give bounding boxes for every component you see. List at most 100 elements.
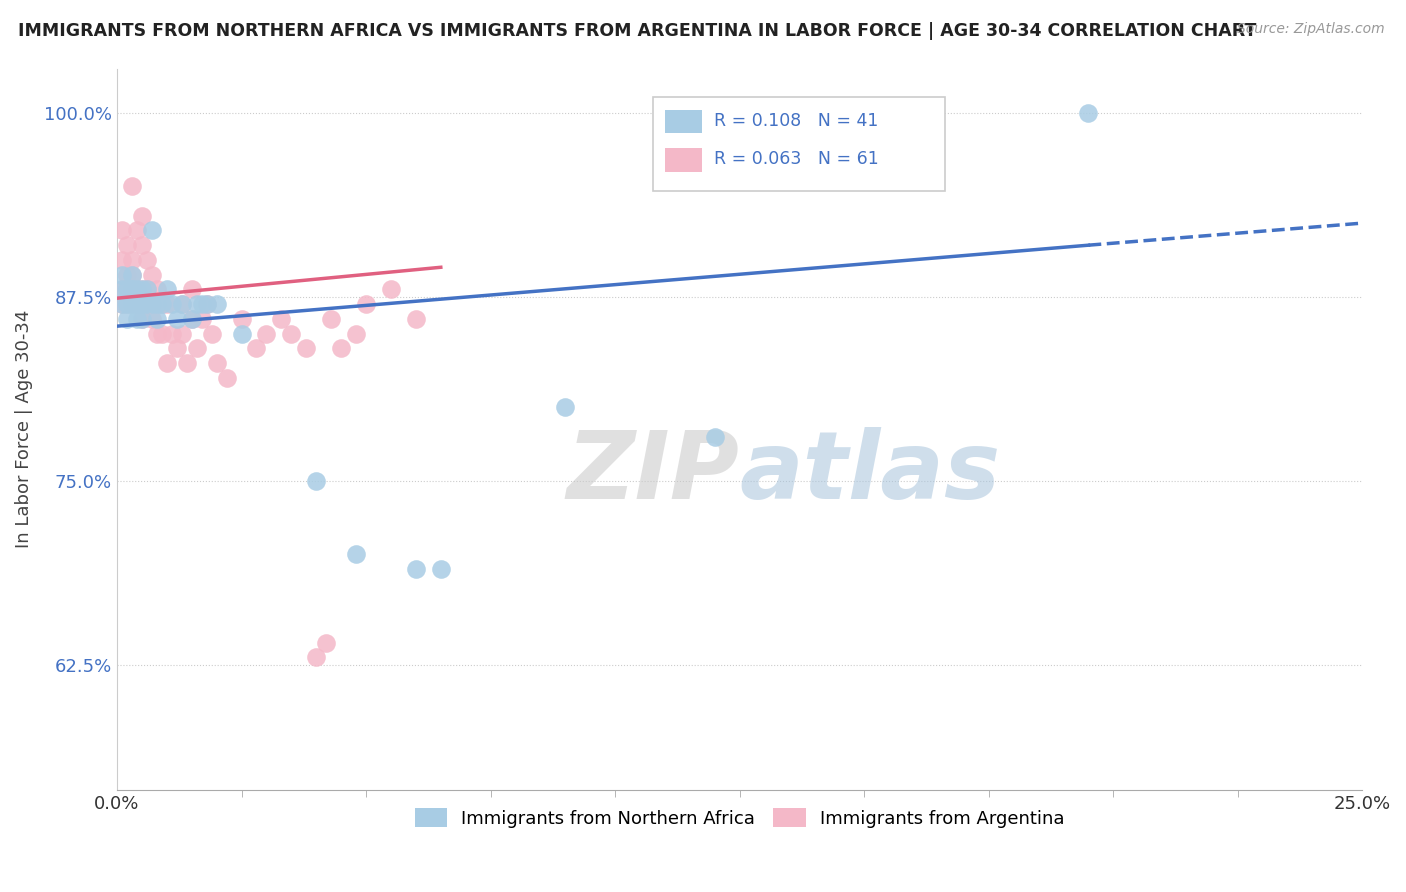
- Point: [121, 297, 143, 311]
- Point: [125, 297, 148, 311]
- Text: IMMIGRANTS FROM NORTHERN AFRICA VS IMMIGRANTS FROM ARGENTINA IN LABOR FORCE | AG: IMMIGRANTS FROM NORTHERN AFRICA VS IMMIG…: [18, 22, 1257, 40]
- Point: [121, 268, 143, 282]
- Point: [131, 209, 153, 223]
- Point: [121, 179, 143, 194]
- Point: [121, 252, 143, 267]
- Point: [131, 238, 153, 252]
- Text: Source: ZipAtlas.com: Source: ZipAtlas.com: [1237, 22, 1385, 37]
- Point: [305, 474, 328, 488]
- Point: [111, 282, 134, 296]
- Point: [215, 370, 238, 384]
- Point: [115, 297, 138, 311]
- Point: [125, 311, 148, 326]
- Point: [254, 326, 277, 341]
- Point: [125, 297, 148, 311]
- Point: [111, 223, 134, 237]
- Point: [141, 311, 163, 326]
- Point: [131, 297, 153, 311]
- Point: [330, 341, 353, 355]
- Point: [305, 650, 328, 665]
- Point: [150, 297, 173, 311]
- Text: ZIP: ZIP: [567, 426, 740, 518]
- Point: [186, 341, 208, 355]
- Point: [703, 429, 725, 443]
- Point: [121, 282, 143, 296]
- Point: [141, 297, 163, 311]
- Point: [146, 326, 169, 341]
- Point: [156, 282, 179, 296]
- Point: [231, 326, 253, 341]
- Point: [135, 297, 157, 311]
- Point: [245, 341, 267, 355]
- Point: [141, 223, 163, 237]
- Point: [135, 282, 157, 296]
- Point: [166, 341, 188, 355]
- Point: [131, 311, 153, 326]
- FancyBboxPatch shape: [665, 148, 703, 171]
- Point: [121, 282, 143, 296]
- Point: [405, 311, 427, 326]
- Point: [315, 636, 337, 650]
- Point: [111, 282, 134, 296]
- Point: [111, 297, 134, 311]
- Point: [321, 311, 343, 326]
- Point: [160, 297, 183, 311]
- Point: [156, 356, 179, 370]
- Point: [195, 297, 218, 311]
- Point: [205, 297, 228, 311]
- Point: [405, 562, 427, 576]
- Point: [131, 282, 153, 296]
- FancyBboxPatch shape: [652, 97, 945, 191]
- Text: R = 0.108   N = 41: R = 0.108 N = 41: [714, 112, 877, 130]
- Point: [135, 282, 157, 296]
- FancyBboxPatch shape: [665, 110, 703, 134]
- Text: atlas: atlas: [740, 426, 1001, 518]
- Legend: Immigrants from Northern Africa, Immigrants from Argentina: Immigrants from Northern Africa, Immigra…: [408, 801, 1073, 835]
- Text: R = 0.063   N = 61: R = 0.063 N = 61: [714, 151, 879, 169]
- Point: [131, 311, 153, 326]
- Y-axis label: In Labor Force | Age 30-34: In Labor Force | Age 30-34: [15, 310, 32, 549]
- Point: [125, 282, 148, 296]
- Point: [115, 238, 138, 252]
- Point: [125, 282, 148, 296]
- Point: [150, 297, 173, 311]
- Point: [280, 326, 302, 341]
- Point: [554, 400, 576, 414]
- Point: [180, 311, 202, 326]
- Point: [111, 268, 134, 282]
- Point: [186, 297, 208, 311]
- Point: [344, 547, 367, 561]
- Point: [201, 326, 224, 341]
- Point: [180, 282, 202, 296]
- Point: [170, 326, 193, 341]
- Point: [135, 252, 157, 267]
- Point: [115, 268, 138, 282]
- Point: [115, 282, 138, 296]
- Point: [160, 326, 183, 341]
- Point: [121, 268, 143, 282]
- Point: [146, 311, 169, 326]
- Point: [141, 297, 163, 311]
- Point: [131, 282, 153, 296]
- Point: [141, 268, 163, 282]
- Point: [146, 297, 169, 311]
- Point: [1077, 105, 1099, 120]
- Point: [121, 282, 143, 296]
- Point: [380, 282, 402, 296]
- Point: [190, 311, 212, 326]
- Point: [146, 282, 169, 296]
- Point: [231, 311, 253, 326]
- Point: [125, 297, 148, 311]
- Point: [121, 297, 143, 311]
- Point: [270, 311, 292, 326]
- Point: [166, 311, 188, 326]
- Point: [295, 341, 318, 355]
- Point: [125, 223, 148, 237]
- Point: [195, 297, 218, 311]
- Point: [180, 311, 202, 326]
- Point: [170, 297, 193, 311]
- Point: [430, 562, 453, 576]
- Point: [131, 297, 153, 311]
- Point: [115, 297, 138, 311]
- Point: [354, 297, 377, 311]
